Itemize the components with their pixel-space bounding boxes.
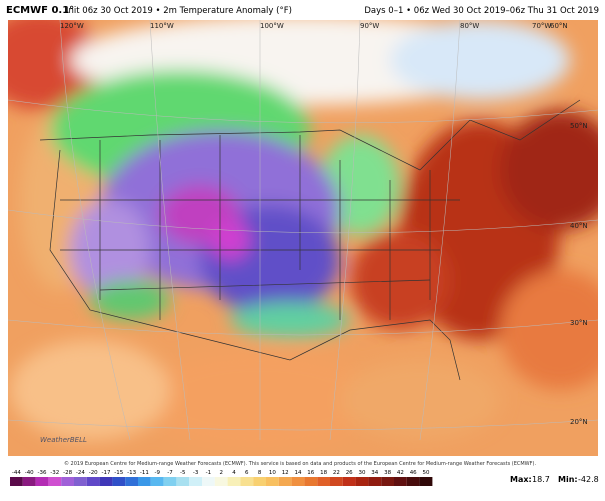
legend-tick-label: -32 bbox=[50, 470, 59, 476]
color-swatch bbox=[355, 477, 369, 486]
min-label: Min: bbox=[558, 475, 578, 484]
color-swatch bbox=[10, 477, 23, 486]
color-swatch bbox=[304, 477, 318, 486]
max-label: Max: bbox=[510, 475, 532, 484]
color-swatch bbox=[278, 477, 292, 486]
legend-tick-label: 12 bbox=[282, 470, 289, 476]
color-swatch bbox=[227, 477, 241, 486]
legend-tick-label: -15 bbox=[114, 470, 123, 476]
legend-tick-label: 50 bbox=[423, 470, 430, 476]
legend-tick-label: 46 bbox=[410, 470, 417, 476]
map bbox=[8, 20, 598, 456]
color-swatch bbox=[150, 477, 164, 486]
lat-label: 40°N bbox=[570, 222, 588, 230]
max-value: 18.7 bbox=[532, 475, 550, 484]
legend-tick-label: -20 bbox=[89, 470, 98, 476]
legend-tick-label: 10 bbox=[269, 470, 276, 476]
color-swatch bbox=[342, 477, 356, 486]
color-swatch bbox=[240, 477, 254, 486]
color-swatch bbox=[176, 477, 190, 486]
color-swatch bbox=[61, 477, 74, 486]
color-swatch bbox=[330, 477, 343, 486]
color-swatch bbox=[253, 477, 266, 486]
copyright: © 2019 European Centre for Medium-range … bbox=[64, 460, 537, 467]
color-swatch bbox=[22, 477, 36, 486]
min-value: -42.8 bbox=[578, 475, 599, 484]
color-swatch bbox=[35, 477, 49, 486]
legend-tick-label: 6 bbox=[245, 470, 249, 476]
color-swatch bbox=[381, 477, 394, 486]
lon-label: 90°W bbox=[360, 22, 379, 30]
colorbar: -44 -40 -36 -32 -28 -24 -20 -17 -15 -13 -11 -9 -7 -5-… bbox=[10, 470, 433, 486]
legend-tick-label: -13 bbox=[127, 470, 136, 476]
color-swatch bbox=[112, 477, 126, 486]
color-swatch bbox=[266, 477, 279, 486]
color-swatch bbox=[394, 477, 407, 486]
legend-tick-label: 2 bbox=[219, 470, 223, 476]
color-swatch bbox=[368, 477, 382, 486]
color-swatch bbox=[99, 477, 113, 486]
lat-label: 50°N bbox=[570, 122, 588, 130]
legend-tick-label: 26 bbox=[346, 470, 353, 476]
color-swatch bbox=[48, 477, 62, 486]
color-swatch bbox=[163, 477, 177, 486]
lon-label: 60°N bbox=[550, 22, 568, 30]
legend-tick-label: -24 bbox=[76, 470, 85, 476]
color-swatch bbox=[291, 477, 305, 486]
subtitle: Init 06z 30 Oct 2019 • 2m Temperature An… bbox=[66, 6, 292, 16]
legend-tick-label: -3 bbox=[193, 470, 199, 476]
lon-label: 100°W bbox=[260, 22, 284, 30]
legend-tick-label: 8 bbox=[258, 470, 262, 476]
color-swatch bbox=[419, 477, 433, 486]
legend-tick-label: 34 bbox=[371, 470, 378, 476]
legend-tick-label: -1 bbox=[206, 470, 211, 476]
legend-tick-label: -40 bbox=[25, 470, 34, 476]
lon-label: 70°W bbox=[532, 22, 551, 30]
legend-tick-label: -5 bbox=[180, 470, 186, 476]
legend-tick-label: 16 bbox=[307, 470, 314, 476]
lat-label: 20°N bbox=[570, 418, 588, 426]
color-swatch bbox=[189, 477, 202, 486]
legend-tick-label: 30 bbox=[359, 470, 366, 476]
lon-label: 80°W bbox=[460, 22, 479, 30]
color-swatch bbox=[74, 477, 87, 486]
lat-label: 30°N bbox=[570, 319, 588, 327]
legend-tick-label: -7 bbox=[167, 470, 173, 476]
legend-tick-label: 42 bbox=[397, 470, 404, 476]
lon-label: 120°W bbox=[60, 22, 84, 30]
legend-tick-label: 14 bbox=[295, 470, 302, 476]
lon-label: 110°W bbox=[150, 22, 174, 30]
legend-tick-label: -28 bbox=[63, 470, 72, 476]
legend-tick-label: -9 bbox=[154, 470, 160, 476]
legend-tick-label: 38 bbox=[384, 470, 391, 476]
color-swatch bbox=[202, 477, 215, 486]
legend-tick-label: -11 bbox=[140, 470, 149, 476]
color-swatch bbox=[138, 477, 151, 486]
legend-tick-label: 18 bbox=[320, 470, 327, 476]
legend-tick-label: 22 bbox=[333, 470, 340, 476]
legend-tick-label: -36 bbox=[38, 470, 47, 476]
color-swatch bbox=[86, 477, 100, 486]
model: ECMWF 0.1° bbox=[6, 5, 74, 16]
logo: WeatherBELL bbox=[40, 436, 87, 444]
graticule-labels: 120°W 110°W 100°W 90°W 80°W 70°W60°N 50°N 40°N 3… bbox=[60, 22, 588, 426]
color-swatch bbox=[406, 477, 420, 486]
legend-tick-label: -44 bbox=[12, 470, 21, 476]
color-swatch bbox=[125, 477, 138, 486]
color-swatch bbox=[214, 477, 228, 486]
legend-tick-label: 4 bbox=[232, 470, 236, 476]
valid-time: Days 0–1 • 06z Wed 30 Oct 2019–06z Thu 3… bbox=[364, 6, 599, 16]
legend-tick-label: -17 bbox=[102, 470, 111, 476]
color-swatch bbox=[317, 477, 330, 486]
